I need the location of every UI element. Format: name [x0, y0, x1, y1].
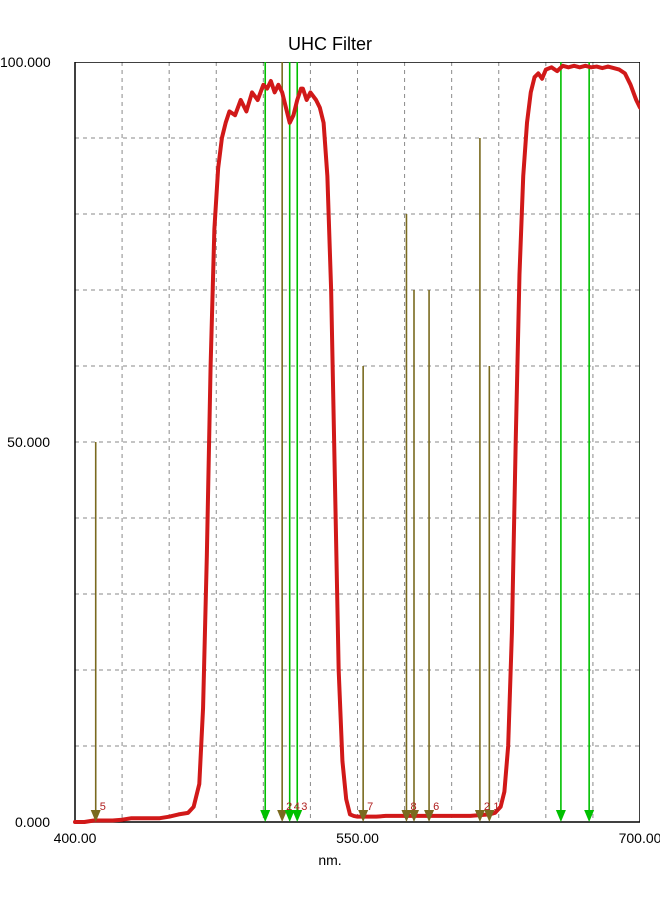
svg-text:7: 7 — [367, 801, 373, 813]
y-tick-label: 0.000 — [0, 814, 50, 830]
x-tick-label: 400.00 — [54, 830, 97, 846]
svg-text:6: 6 — [433, 801, 439, 813]
chart-svg: 524378621 — [20, 62, 640, 842]
svg-text:5: 5 — [100, 801, 106, 813]
svg-text:3: 3 — [301, 801, 307, 813]
chart-container: UHC Filter 524378621 nm. 0.00050.000100.… — [0, 0, 660, 904]
x-tick-label: 550.00 — [336, 830, 379, 846]
plot-area: 524378621 — [20, 62, 640, 842]
y-tick-label: 50.000 — [0, 434, 50, 450]
chart-title: UHC Filter — [0, 34, 660, 55]
x-axis-label: nm. — [0, 852, 660, 868]
y-tick-label: 100.000 — [0, 54, 50, 70]
svg-text:1: 1 — [493, 801, 499, 813]
x-tick-label: 700.00 — [619, 830, 660, 846]
